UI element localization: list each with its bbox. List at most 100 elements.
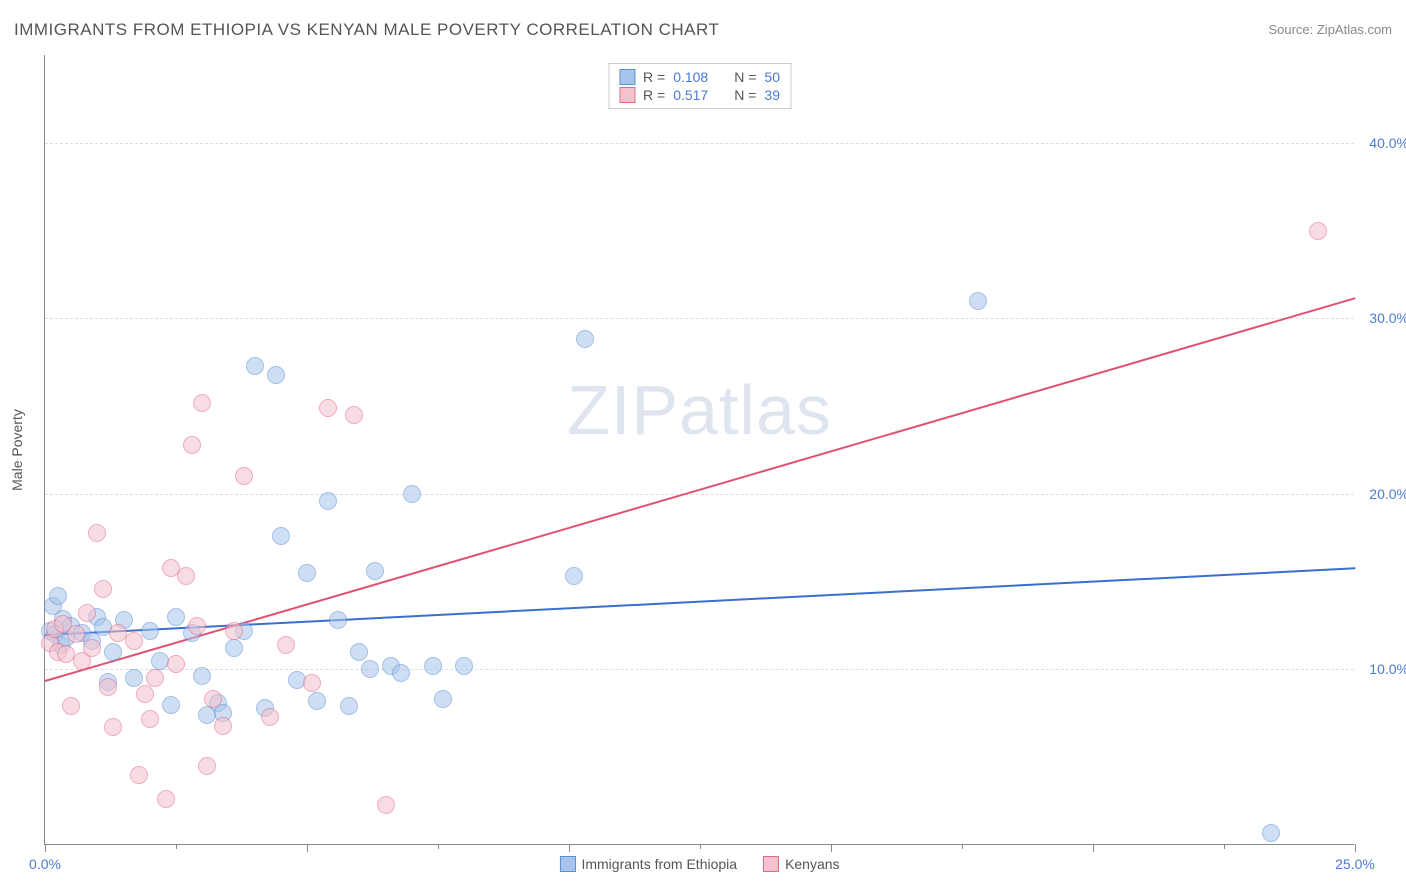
data-point (88, 524, 106, 542)
r-label: R = (643, 69, 665, 85)
data-point (298, 564, 316, 582)
r-value-ethiopia: 0.108 (673, 69, 708, 85)
y-tick-label: 30.0% (1369, 310, 1406, 326)
data-point (377, 796, 395, 814)
data-point (162, 696, 180, 714)
data-point (204, 690, 222, 708)
data-point (329, 611, 347, 629)
data-point (235, 467, 253, 485)
data-point (424, 657, 442, 675)
data-point (319, 399, 337, 417)
data-point (136, 685, 154, 703)
data-point (141, 710, 159, 728)
source-attribution: Source: ZipAtlas.com (1268, 22, 1392, 37)
chart-title: IMMIGRANTS FROM ETHIOPIA VS KENYAN MALE … (14, 20, 719, 40)
y-tick-label: 10.0% (1369, 661, 1406, 677)
r-value-kenyans: 0.517 (673, 87, 708, 103)
data-point (188, 617, 206, 635)
data-point (345, 406, 363, 424)
swatch-ethiopia-icon (559, 856, 575, 872)
data-point (225, 622, 243, 640)
x-minor-tick (1224, 844, 1225, 849)
legend-item-kenyans: Kenyans (763, 856, 839, 872)
data-point (62, 697, 80, 715)
x-tick (307, 844, 308, 852)
x-tick-label: 0.0% (29, 856, 61, 872)
legend-item-ethiopia: Immigrants from Ethiopia (559, 856, 737, 872)
data-point (99, 678, 117, 696)
data-point (319, 492, 337, 510)
data-point (214, 717, 232, 735)
data-point (67, 625, 85, 643)
n-label: N = (734, 87, 756, 103)
data-point (1309, 222, 1327, 240)
data-point (104, 643, 122, 661)
data-point (94, 580, 112, 598)
data-point (1262, 824, 1280, 842)
data-point (246, 357, 264, 375)
data-point (193, 667, 211, 685)
r-label: R = (643, 87, 665, 103)
x-minor-tick (438, 844, 439, 849)
x-tick (831, 844, 832, 852)
data-point (83, 639, 101, 657)
swatch-kenyans (619, 87, 635, 103)
data-point (193, 394, 211, 412)
data-point (141, 622, 159, 640)
data-point (392, 664, 410, 682)
gridline (45, 669, 1354, 670)
data-point (403, 485, 421, 503)
data-point (225, 639, 243, 657)
x-tick (1355, 844, 1356, 852)
data-point (261, 708, 279, 726)
data-point (183, 436, 201, 454)
x-minor-tick (176, 844, 177, 849)
data-point (104, 718, 122, 736)
data-point (272, 527, 290, 545)
data-point (49, 587, 67, 605)
x-tick (45, 844, 46, 852)
legend-row-kenyans: R = 0.517 N = 39 (619, 86, 780, 104)
data-point (434, 690, 452, 708)
data-point (455, 657, 473, 675)
series-legend: Immigrants from Ethiopia Kenyans (559, 856, 839, 872)
x-minor-tick (700, 844, 701, 849)
data-point (308, 692, 326, 710)
data-point (177, 567, 195, 585)
data-point (198, 757, 216, 775)
watermark: ZIPatlas (567, 370, 832, 450)
x-tick (1093, 844, 1094, 852)
data-point (565, 567, 583, 585)
data-point (125, 632, 143, 650)
data-point (969, 292, 987, 310)
y-tick-label: 40.0% (1369, 135, 1406, 151)
x-tick (569, 844, 570, 852)
data-point (146, 669, 164, 687)
x-minor-tick (962, 844, 963, 849)
data-point (157, 790, 175, 808)
gridline (45, 143, 1354, 144)
correlation-legend: R = 0.108 N = 50 R = 0.517 N = 39 (608, 63, 791, 109)
data-point (78, 604, 96, 622)
y-tick-label: 20.0% (1369, 486, 1406, 502)
data-point (366, 562, 384, 580)
data-point (125, 669, 143, 687)
n-value-kenyans: 39 (764, 87, 780, 103)
chart-container: IMMIGRANTS FROM ETHIOPIA VS KENYAN MALE … (0, 0, 1406, 892)
legend-label: Kenyans (785, 856, 839, 872)
n-value-ethiopia: 50 (764, 69, 780, 85)
data-point (350, 643, 368, 661)
data-point (303, 674, 321, 692)
data-point (361, 660, 379, 678)
data-point (167, 655, 185, 673)
swatch-ethiopia (619, 69, 635, 85)
legend-label: Immigrants from Ethiopia (581, 856, 737, 872)
swatch-kenyans-icon (763, 856, 779, 872)
y-axis-title: Male Poverty (9, 409, 25, 491)
plot-area: Male Poverty ZIPatlas R = 0.108 N = 50 R… (44, 55, 1354, 845)
data-point (130, 766, 148, 784)
x-tick-label: 25.0% (1335, 856, 1375, 872)
data-point (340, 697, 358, 715)
n-label: N = (734, 69, 756, 85)
legend-row-ethiopia: R = 0.108 N = 50 (619, 68, 780, 86)
